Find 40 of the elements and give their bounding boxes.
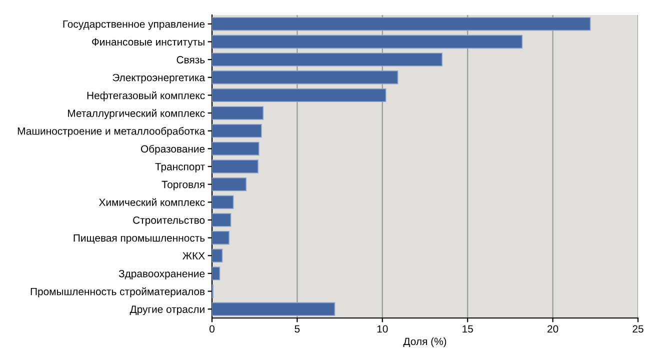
x-tick-label: 20 xyxy=(548,325,558,333)
y-tick-label: Химический комплекс xyxy=(99,198,205,206)
bar xyxy=(212,213,232,227)
y-tick-label: Финансовые институты xyxy=(92,38,204,48)
y-tick-label: Нефтегазовый комплекс xyxy=(87,91,205,102)
y-tick-label: Металлургический комплекс xyxy=(68,109,205,120)
y-tick-label: Электроэнергетика xyxy=(112,74,206,84)
bar xyxy=(212,88,386,102)
x-tick-label: 10 xyxy=(377,325,388,333)
bar xyxy=(212,160,258,174)
bar xyxy=(212,302,336,316)
x-axis-title: Доля (%) xyxy=(403,337,446,348)
bar xyxy=(212,124,262,138)
y-tick-label: Здравоохранение xyxy=(118,270,205,280)
x-tick-label: 5 xyxy=(294,325,300,333)
bar xyxy=(212,17,591,31)
x-tick-label: 0 xyxy=(210,325,214,333)
bar xyxy=(212,70,398,84)
bar xyxy=(212,34,523,49)
bar xyxy=(212,230,230,245)
bar xyxy=(212,142,260,156)
y-tick-label: Другие отрасли xyxy=(130,306,204,316)
y-tick-label: Пищевая промышленность xyxy=(74,234,205,244)
y-tick-label: Строительство xyxy=(133,216,205,226)
bar xyxy=(212,195,234,209)
y-tick-label: Государственное управление xyxy=(63,20,205,30)
bar xyxy=(212,52,442,66)
bar xyxy=(212,266,220,280)
y-tick-label: Машиностроение и металлообработка xyxy=(18,127,206,137)
x-tick-label: 25 xyxy=(632,325,644,333)
bar xyxy=(212,177,246,192)
bar xyxy=(212,248,223,262)
y-tick-label: ЖКХ xyxy=(182,252,205,260)
x-tick-label: 15 xyxy=(462,325,473,333)
y-tick-label: Торговля xyxy=(162,180,204,190)
y-tick-label: Транспорт xyxy=(155,163,205,172)
bar xyxy=(212,106,264,120)
y-tick-label: Связь xyxy=(176,56,205,64)
y-tick-label: Образование xyxy=(140,144,205,155)
y-tick-label: Промышленность стройматериалов xyxy=(30,287,205,298)
